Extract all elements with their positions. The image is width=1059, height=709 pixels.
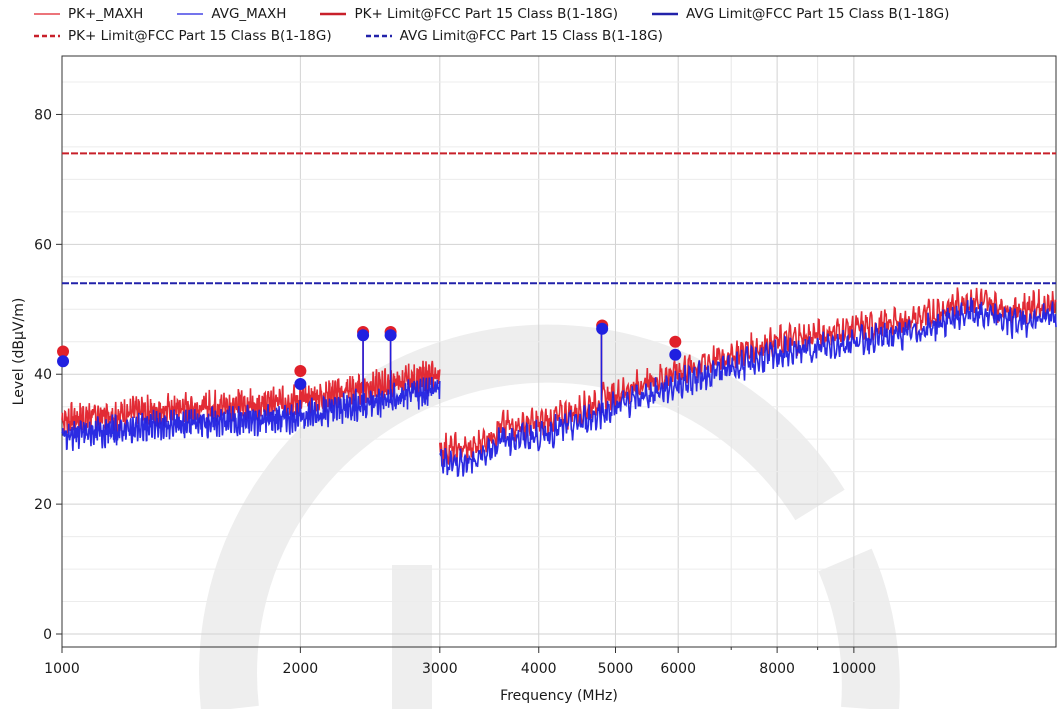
peak-marker xyxy=(384,329,397,342)
trace-avg-maxh xyxy=(61,376,441,451)
legend-row: PK+_MAXH AVG_MAXH PK+ Limit@FCC Part 15 Cl… xyxy=(34,3,1054,25)
watermark-arc xyxy=(199,324,845,709)
legend-item: PK+ Limit@FCC Part 15 Class B(1-18G) xyxy=(34,28,332,44)
legend-item: PK+ Limit@FCC Part 15 Class B(1-18G) xyxy=(320,6,618,22)
chart-grid xyxy=(61,56,1056,647)
y-tick-label: 40 xyxy=(34,367,52,383)
legend-swatch xyxy=(365,31,392,41)
x-tick-label: 10000 xyxy=(832,661,877,677)
x-tick-label: 1000 xyxy=(44,661,80,677)
x-tick-label: 5000 xyxy=(598,661,634,677)
trace-avg-maxh xyxy=(439,297,1057,478)
legend-label: PK+ Limit@FCC Part 15 Class B(1-18G) xyxy=(68,28,332,44)
legend-swatch xyxy=(652,9,679,19)
peak-marker xyxy=(596,322,609,335)
peak-marker xyxy=(357,329,370,342)
legend-label: PK+_MAXH xyxy=(68,6,144,22)
legend-label: PK+ Limit@FCC Part 15 Class B(1-18G) xyxy=(354,6,619,22)
legend-item: PK+_MAXH xyxy=(34,6,143,22)
measurement-traces xyxy=(61,287,1057,478)
x-axis-label: Frequency (MHz) xyxy=(500,688,618,704)
legend-swatch xyxy=(177,9,204,19)
legend-row: PK+ Limit@FCC Part 15 Class B(1-18G) AVG … xyxy=(34,25,1054,47)
peak-marker xyxy=(57,345,70,358)
legend-label: AVG_MAXH xyxy=(211,6,287,22)
y-tick-label: 20 xyxy=(34,497,52,513)
legend-item: AVG_MAXH xyxy=(177,6,286,22)
limit-lines xyxy=(62,152,1056,285)
watermark-arc xyxy=(818,548,900,709)
peak-marker xyxy=(294,364,307,377)
y-tick-label: 80 xyxy=(34,107,52,123)
y-tick-label: 60 xyxy=(34,237,52,253)
x-tick-label: 3000 xyxy=(422,661,458,677)
x-tick-label: 4000 xyxy=(521,661,557,677)
peak-marker xyxy=(669,335,682,348)
y-axis-label: Level (dBµV/m) xyxy=(11,298,27,406)
legend-swatch xyxy=(34,9,60,19)
y-axis-ticks: 0 20 40 60 80 xyxy=(34,107,62,643)
y-tick-label: 0 xyxy=(43,627,52,643)
legend-swatch xyxy=(320,9,347,19)
legend-label: AVG Limit@FCC Part 15 Class B(1-18G) xyxy=(399,28,663,44)
legend-label: AVG Limit@FCC Part 15 Class B(1-18G) xyxy=(686,6,950,22)
peak-markers xyxy=(57,319,682,390)
trace-pk-maxh xyxy=(61,360,441,434)
peak-marker xyxy=(294,377,307,390)
trace-pk-maxh xyxy=(439,287,1057,466)
peak-marker xyxy=(57,355,70,368)
chart-legend: PK+_MAXH AVG_MAXH PK+ Limit@FCC Part 15 Cl… xyxy=(34,3,1054,47)
watermark-logo xyxy=(199,324,900,709)
x-tick-label: 8000 xyxy=(759,661,795,677)
legend-item: AVG Limit@FCC Part 15 Class B(1-18G) xyxy=(365,28,663,44)
x-tick-label: 2000 xyxy=(283,661,319,677)
peak-marker xyxy=(669,348,682,361)
legend-item: AVG Limit@FCC Part 15 Class B(1-18G) xyxy=(652,6,949,22)
legend-swatch xyxy=(34,31,60,41)
x-axis-ticks: 1000 2000 3000 4000 5000 6000 8000 10000 xyxy=(44,647,876,677)
x-tick-label: 6000 xyxy=(660,661,696,677)
